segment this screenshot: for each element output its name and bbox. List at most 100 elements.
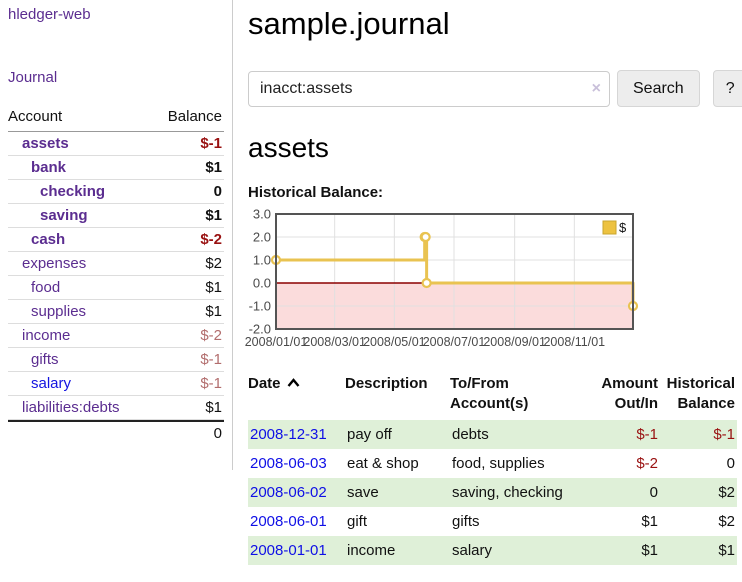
transaction-accounts: debts: [452, 426, 489, 443]
account-balance: $-1: [200, 351, 222, 368]
account-link-bank[interactable]: bank: [31, 159, 67, 176]
transaction-date-link[interactable]: 2008-12-31: [250, 426, 327, 443]
transaction-description: income: [347, 542, 396, 559]
account-heading: assets: [248, 132, 329, 163]
y-axis-tick-label: -1.0: [249, 299, 271, 314]
accounts-rows: assets $-1 bank $1 checking 0 saving $1 cash $-2 e…: [8, 132, 224, 420]
transaction-date-link[interactable]: 2008-01-01: [250, 542, 327, 559]
accounts-col-account: Account: [8, 108, 63, 125]
transaction-accounts: saving, checking: [452, 484, 563, 501]
transaction-date-link[interactable]: 2008-06-03: [250, 455, 327, 472]
transaction-balance: $1: [718, 542, 735, 559]
account-row: assets $-1: [8, 132, 224, 156]
transaction-accounts: gifts: [452, 513, 480, 530]
transaction-amount: 0: [649, 484, 658, 501]
search-input-wrap: ×: [248, 70, 610, 107]
search-button[interactable]: Search: [617, 70, 700, 107]
transaction-description: pay off: [347, 426, 392, 443]
main-content: sample.journal × Search ? assets Histori…: [245, 0, 742, 565]
x-axis-tick-label: 2008/01/01: [245, 335, 308, 349]
accounts-table-header: Account Balance: [8, 106, 224, 132]
transactions-header-row: Date Description To/From Account(s) Amount …: [248, 372, 737, 420]
column-header-to-from: To/From Account(s): [450, 375, 529, 412]
column-header-date[interactable]: Date: [248, 372, 345, 420]
account-link-supplies[interactable]: supplies: [31, 303, 87, 320]
account-row: income $-2: [8, 324, 224, 348]
account-row: liabilities:debts $1: [8, 396, 224, 420]
clear-search-icon[interactable]: ×: [591, 79, 601, 97]
account-row: food $1: [8, 276, 224, 300]
x-axis-tick-label: 2008/11/01: [543, 335, 605, 349]
page-title: sample.journal: [248, 6, 450, 41]
account-balance: $-2: [200, 231, 222, 248]
y-axis-tick-label: 1.0: [253, 253, 271, 268]
transaction-description: eat & shop: [347, 455, 419, 472]
account-row: bank $1: [8, 156, 224, 180]
search-input[interactable]: [248, 70, 610, 107]
account-row: checking 0: [8, 180, 224, 204]
historical-balance-chart: 3.0 2.0 1.0 0.0 -1.0 -2.0 2008/01/01 2008/03/01…: [245, 207, 742, 351]
account-link-salary[interactable]: salary: [31, 375, 72, 392]
x-axis-tick-label: 2008/05/01: [363, 335, 426, 349]
account-link-cash[interactable]: cash: [31, 231, 66, 248]
account-row: salary $-1: [8, 372, 224, 396]
help-button[interactable]: ?: [712, 70, 742, 107]
transaction-amount: $1: [641, 513, 658, 530]
transaction-description: save: [347, 484, 379, 501]
account-row: saving $1: [8, 204, 224, 228]
account-balance: $1: [205, 279, 222, 296]
y-axis-tick-label: 3.0: [253, 207, 271, 222]
transaction-date-link[interactable]: 2008-06-02: [250, 484, 327, 501]
transaction-balance: $2: [718, 513, 735, 530]
account-link-saving[interactable]: saving: [40, 207, 88, 224]
legend-label: $: [619, 220, 627, 235]
transaction-row: 2008-01-01 income salary $1 $1: [248, 536, 737, 565]
account-row: cash $-2: [8, 228, 224, 252]
account-balance: $-2: [200, 327, 222, 344]
column-header-historical: Historical Balance: [666, 375, 735, 412]
transaction-amount: $1: [641, 542, 658, 559]
account-link-gifts[interactable]: gifts: [31, 351, 59, 368]
account-balance: $1: [205, 159, 222, 176]
account-balance: $2: [205, 255, 222, 272]
transaction-row: 2008-06-03 eat & shop food, supplies $-2 0: [248, 449, 737, 478]
account-balance: $1: [205, 303, 222, 320]
account-balance: 0: [213, 183, 222, 200]
accounts-total-row: 0: [8, 420, 224, 444]
transaction-amount: $-2: [636, 455, 658, 472]
legend-swatch: [602, 220, 617, 235]
plot-border: [275, 213, 634, 330]
account-balance: $-1: [200, 135, 222, 152]
account-row: expenses $2: [8, 252, 224, 276]
account-link-food[interactable]: food: [31, 279, 61, 296]
account-link-liabilities-debts[interactable]: liabilities:debts: [22, 399, 120, 416]
sidebar: hledger-web Journal Account Balance asse…: [8, 0, 233, 470]
account-balance: $1: [205, 399, 222, 416]
transaction-accounts: salary: [452, 542, 493, 559]
transaction-row: 2008-06-01 gift gifts $1 $2: [248, 507, 737, 536]
account-balance: $-1: [200, 375, 222, 392]
sort-ascending-icon: [287, 378, 299, 387]
y-axis-tick-label: -2.0: [249, 322, 271, 337]
brand-link[interactable]: hledger-web: [8, 6, 91, 23]
y-axis-tick-label: 0.0: [253, 276, 271, 291]
transaction-balance: $-1: [713, 426, 735, 443]
search-form: × Search ?: [248, 70, 742, 107]
data-point-marker: [420, 231, 431, 243]
transaction-balance: 0: [726, 455, 735, 472]
x-axis-tick-label: 2008/03/01: [303, 335, 366, 349]
sidebar-item-journal[interactable]: Journal: [8, 69, 58, 86]
y-axis-tick-label: 2.0: [253, 230, 271, 245]
account-link-checking[interactable]: checking: [40, 183, 106, 200]
transaction-date-link[interactable]: 2008-06-01: [250, 513, 327, 530]
accounts-col-balance: Balance: [167, 108, 222, 125]
x-axis-tick-label: 2008/07/01: [423, 335, 486, 349]
column-header-amount: Amount Out/In: [601, 375, 658, 412]
account-row: gifts $-1: [8, 348, 224, 372]
account-balance: $1: [205, 207, 222, 224]
account-link-expenses[interactable]: expenses: [22, 255, 87, 272]
account-link-assets[interactable]: assets: [22, 135, 69, 152]
transaction-accounts: food, supplies: [452, 455, 545, 472]
account-link-income[interactable]: income: [22, 327, 71, 344]
